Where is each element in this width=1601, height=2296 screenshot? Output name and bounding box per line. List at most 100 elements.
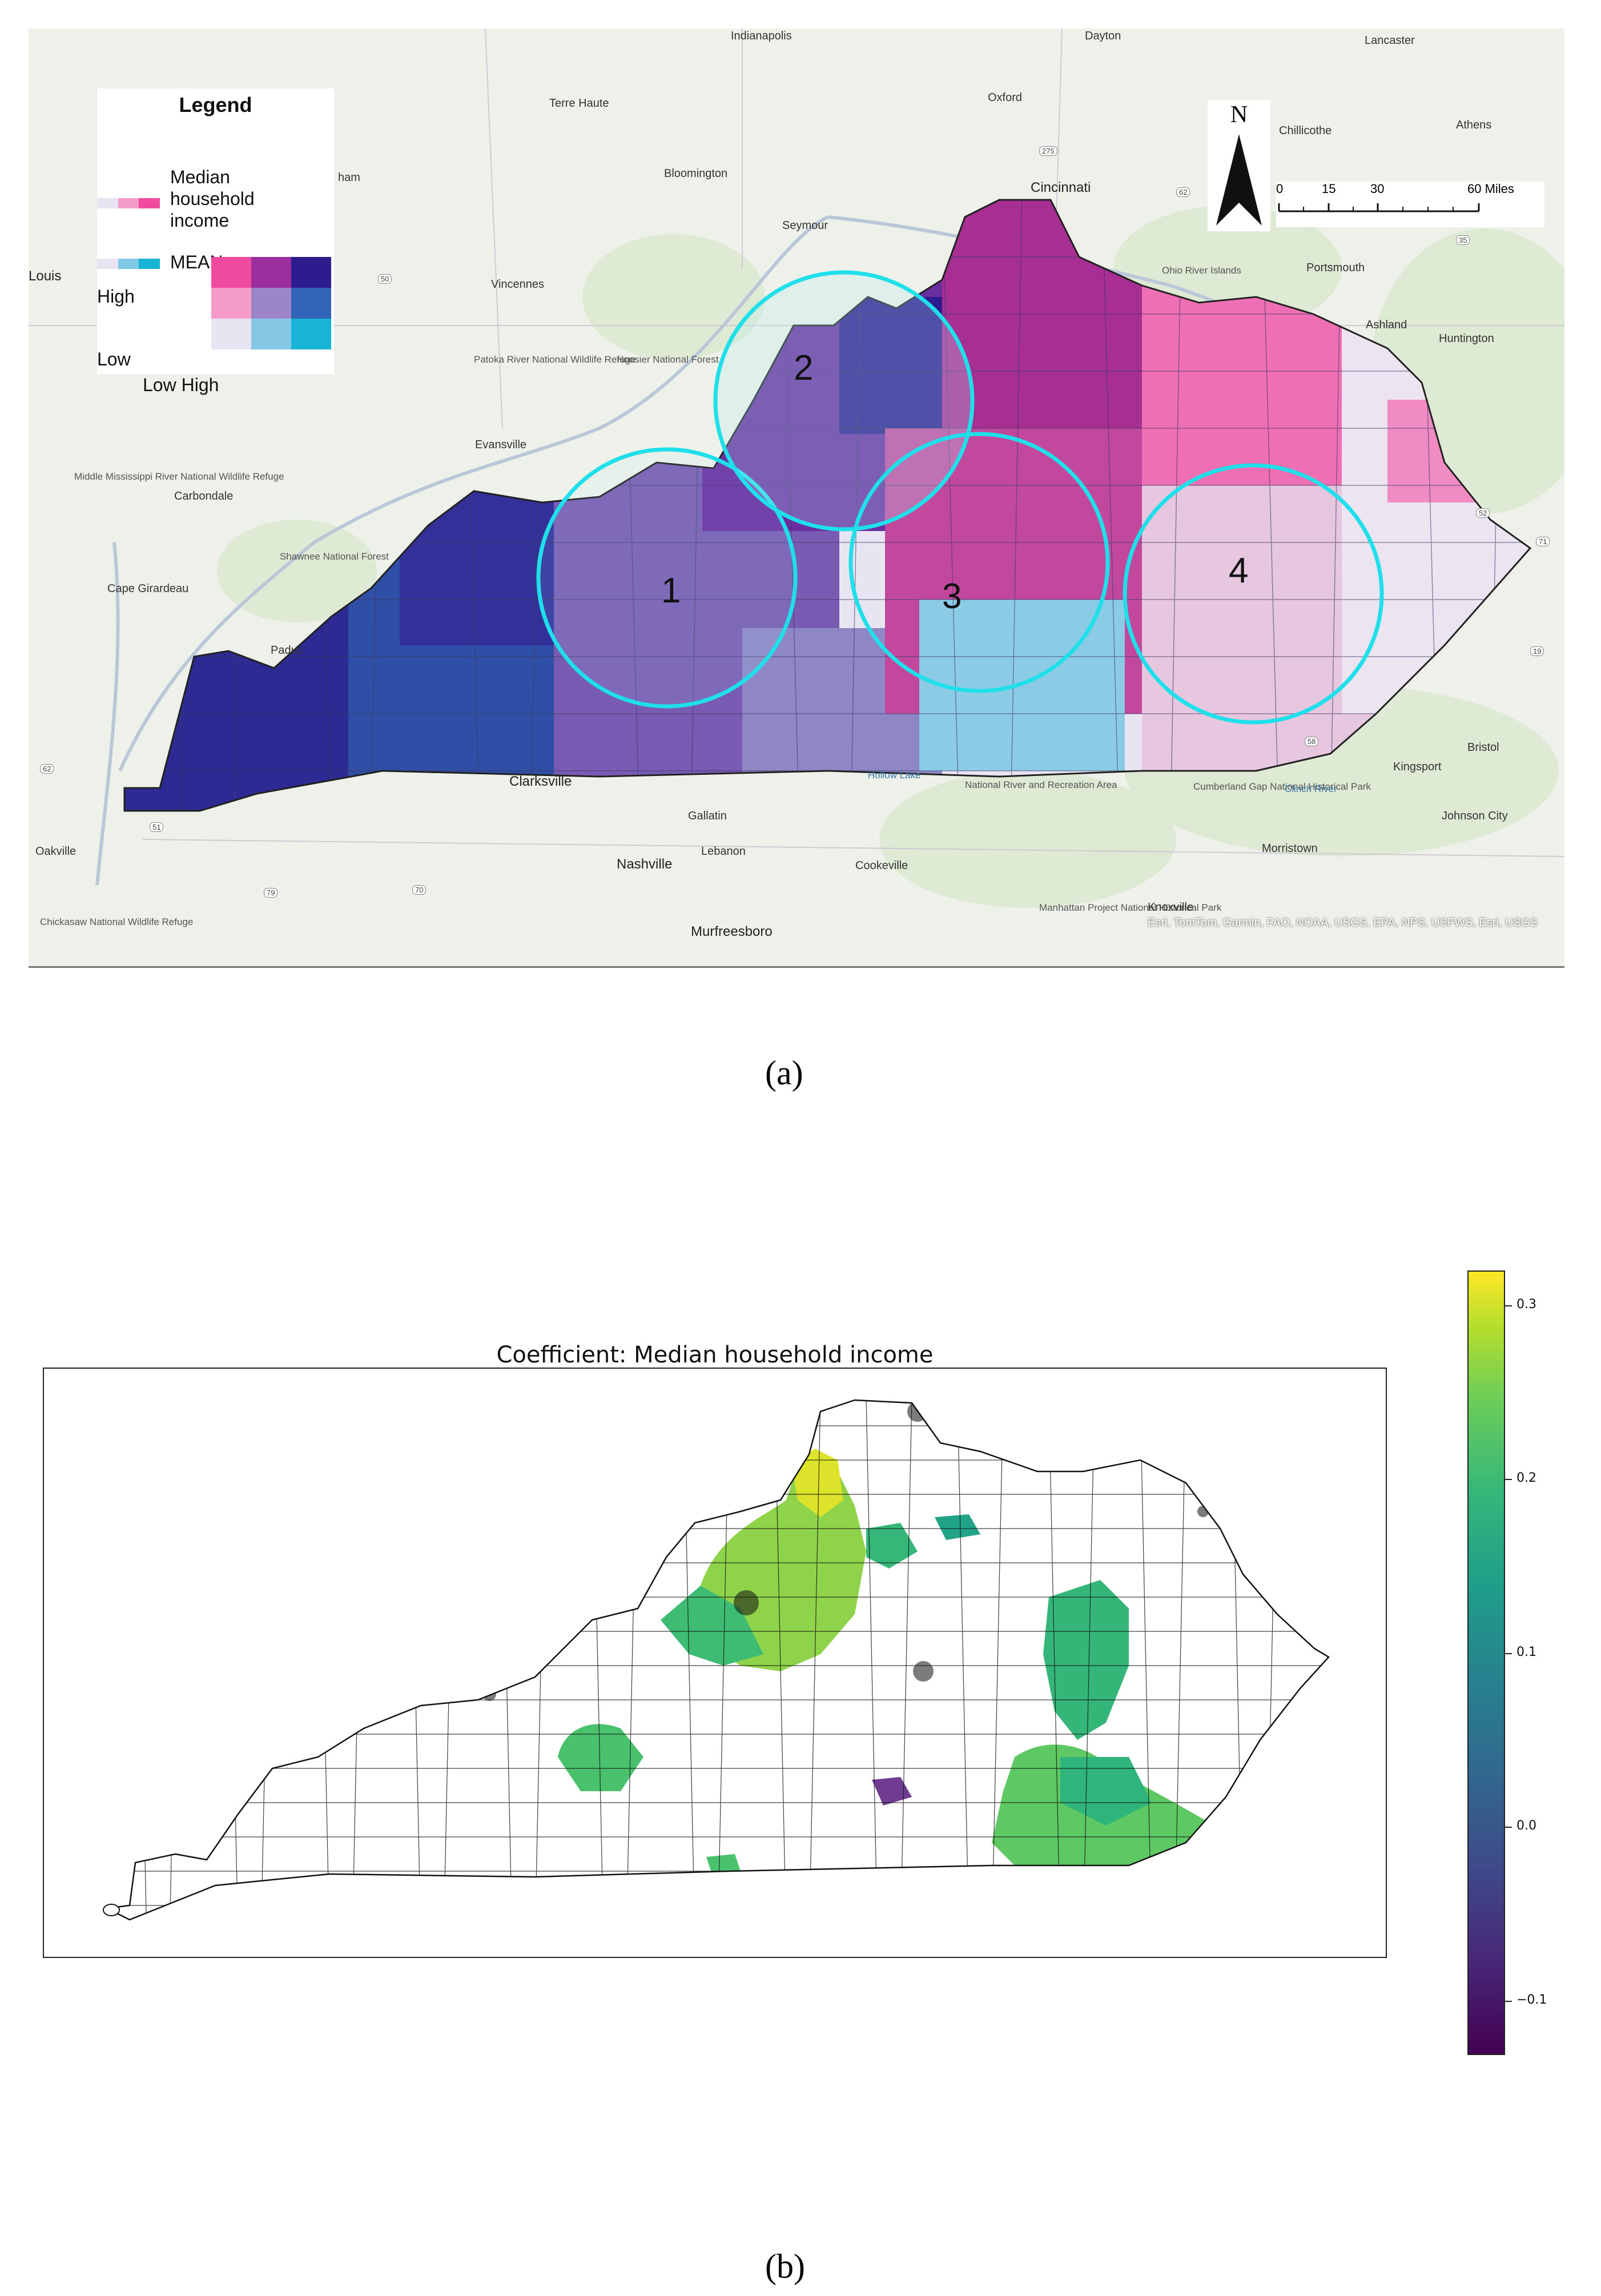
- colorbar-tick-label: −0.1: [1516, 1992, 1547, 2007]
- place-cape-girardeau: Cape Girardeau: [107, 582, 189, 595]
- place-morristown: Morristown: [1262, 842, 1318, 855]
- colorbar: [1467, 1270, 1505, 2055]
- road-shield: 79: [264, 888, 278, 898]
- place-ashland: Ashland: [1366, 319, 1407, 331]
- mean-color-ramp: [97, 259, 160, 269]
- mean-ramp-swatch: [118, 259, 139, 269]
- place-vincennes: Vincennes: [491, 278, 545, 291]
- place-cookeville: Cookeville: [855, 859, 908, 872]
- place-shawnee: Shawnee National Forest: [280, 551, 389, 562]
- place-hoosier: Hoosier National Forest: [617, 354, 719, 365]
- bivariate-cell: [251, 288, 291, 319]
- place-manhattan: Manhattan Project National Historical Pa…: [1039, 902, 1222, 913]
- income-ramp-swatch: [139, 198, 160, 208]
- legend-high-label: High: [97, 286, 135, 307]
- legend-income-label: Median household income: [170, 167, 255, 231]
- place-nashville: Nashville: [617, 857, 673, 872]
- coefficient-map-panel: [43, 1368, 1387, 1958]
- bivariate-cell: [291, 319, 331, 349]
- scale-bar: 0 15 30 60 Miles: [1276, 182, 1544, 227]
- place-hollow-lake: Hollow Lake: [868, 770, 921, 781]
- colorbar-tick: [1504, 1305, 1512, 1306]
- caption-a-text: (a): [765, 1054, 803, 1092]
- place-kingsport: Kingsport: [1393, 761, 1442, 773]
- road-shield: 52: [1476, 508, 1490, 518]
- place-gallatin: Gallatin: [688, 810, 727, 822]
- place-lancaster: Lancaster: [1365, 34, 1415, 47]
- colorbar-tick: [1504, 1479, 1512, 1481]
- colorbar-tick-label: 0.3: [1516, 1297, 1536, 1312]
- colorbar-tick: [1504, 1652, 1512, 1654]
- income-ramp-swatch: [118, 198, 139, 208]
- road-shield: 71: [1536, 537, 1550, 546]
- cluster-circle-3: [848, 432, 1110, 693]
- legend-title: Legend: [179, 93, 252, 116]
- coefficient-map: [103, 1399, 1330, 1921]
- place-evansville: Evansville: [475, 439, 527, 451]
- colorbar-tick-label: 0.1: [1516, 1644, 1536, 1659]
- coefficient-map-title: Coefficient: Median household income: [496, 1342, 934, 1368]
- cluster-label-2: 2: [794, 348, 813, 388]
- legend-low-label: Low: [97, 349, 131, 369]
- caption-a: (a): [765, 1053, 803, 1093]
- place-bristol: Bristol: [1467, 741, 1499, 754]
- place-dayton: Dayton: [1085, 30, 1121, 42]
- place-oakville: Oakville: [35, 845, 77, 858]
- place-murfreesboro: Murfreesboro: [691, 924, 773, 939]
- road-shield: 50: [378, 274, 392, 284]
- road-shield: 70: [412, 885, 427, 895]
- road-shield: 58: [1305, 737, 1319, 746]
- mean-ramp-swatch: [139, 259, 160, 269]
- road-shield: 19: [1530, 646, 1544, 656]
- map-attribution: Esri, TomTom, Garmin, FAO, NOAA, USGS, E…: [1148, 916, 1538, 929]
- place-chillicothe: Chillicothe: [1279, 124, 1332, 137]
- road-shield: 35: [1456, 235, 1470, 245]
- income-color-ramp: [97, 198, 160, 208]
- bivariate-map-panel: 1 2 3 4 Indianapolis Dayton Lancaster Te…: [29, 29, 1564, 968]
- north-arrow: N: [1208, 100, 1270, 231]
- bivariate-cell: [251, 319, 291, 349]
- caption-b-text: (b): [765, 2247, 805, 2285]
- place-bloomington: Bloomington: [664, 167, 728, 180]
- cluster-circle-4: [1123, 463, 1384, 725]
- bivariate-cell: [211, 288, 251, 319]
- place-indianapolis: Indianapolis: [731, 30, 792, 42]
- place-clinch-river: Clinch River: [1285, 783, 1337, 794]
- bivariate-cell: [291, 288, 331, 319]
- colorbar-tick: [1504, 2000, 1512, 2002]
- legend: Legend Median household income MEAN High…: [97, 89, 334, 395]
- bivariate-cell: [211, 319, 251, 349]
- place-ohio-river-islands: Ohio River Islands: [1162, 265, 1241, 276]
- place-knoxville: Knoxville: [1148, 901, 1194, 914]
- scale-tick-15: 15: [1322, 182, 1336, 196]
- place-cincinnati: Cincinnati: [1031, 180, 1091, 195]
- bivariate-cell: [251, 257, 291, 288]
- road-shield: 275: [1039, 146, 1057, 156]
- road-shield: 62: [1176, 187, 1190, 197]
- colorbar-tick-label: 0.0: [1516, 1819, 1536, 1833]
- place-lebanon: Lebanon: [701, 845, 746, 858]
- cluster-circle-2: [713, 270, 975, 532]
- place-terre-haute: Terre Haute: [549, 97, 609, 110]
- place-chickasaw: Chickasaw National Wildlife Refuge: [40, 916, 193, 928]
- mean-ramp-swatch: [97, 259, 118, 269]
- place-louis: Louis: [29, 268, 62, 284]
- place-big-south-fork: National River and Recreation Area: [965, 779, 1117, 790]
- cluster-label-1: 1: [661, 571, 681, 610]
- scale-tick-60: 60 Miles: [1467, 182, 1514, 196]
- bivariate-legend-grid: [211, 257, 331, 349]
- place-portsmouth: Portsmouth: [1306, 262, 1365, 274]
- colorbar-tick-label: 0.2: [1516, 1471, 1536, 1486]
- legend-axis-label: Low High: [143, 375, 219, 395]
- place-seymour: Seymour: [782, 219, 828, 232]
- road-shield: 51: [150, 822, 164, 832]
- cluster-circle-1: [536, 447, 798, 709]
- place-carbondale: Carbondale: [174, 490, 234, 502]
- bivariate-cell: [291, 257, 331, 288]
- place-oxford: Oxford: [988, 91, 1023, 104]
- place-paduc: Paduc: [271, 644, 303, 657]
- place-johnson-city: Johnson City: [1442, 810, 1508, 822]
- place-cumberland-gap: Cumberland Gap National Historical Park: [1193, 781, 1371, 793]
- colorbar-tick: [1504, 1827, 1512, 1828]
- place-athens: Athens: [1456, 119, 1492, 131]
